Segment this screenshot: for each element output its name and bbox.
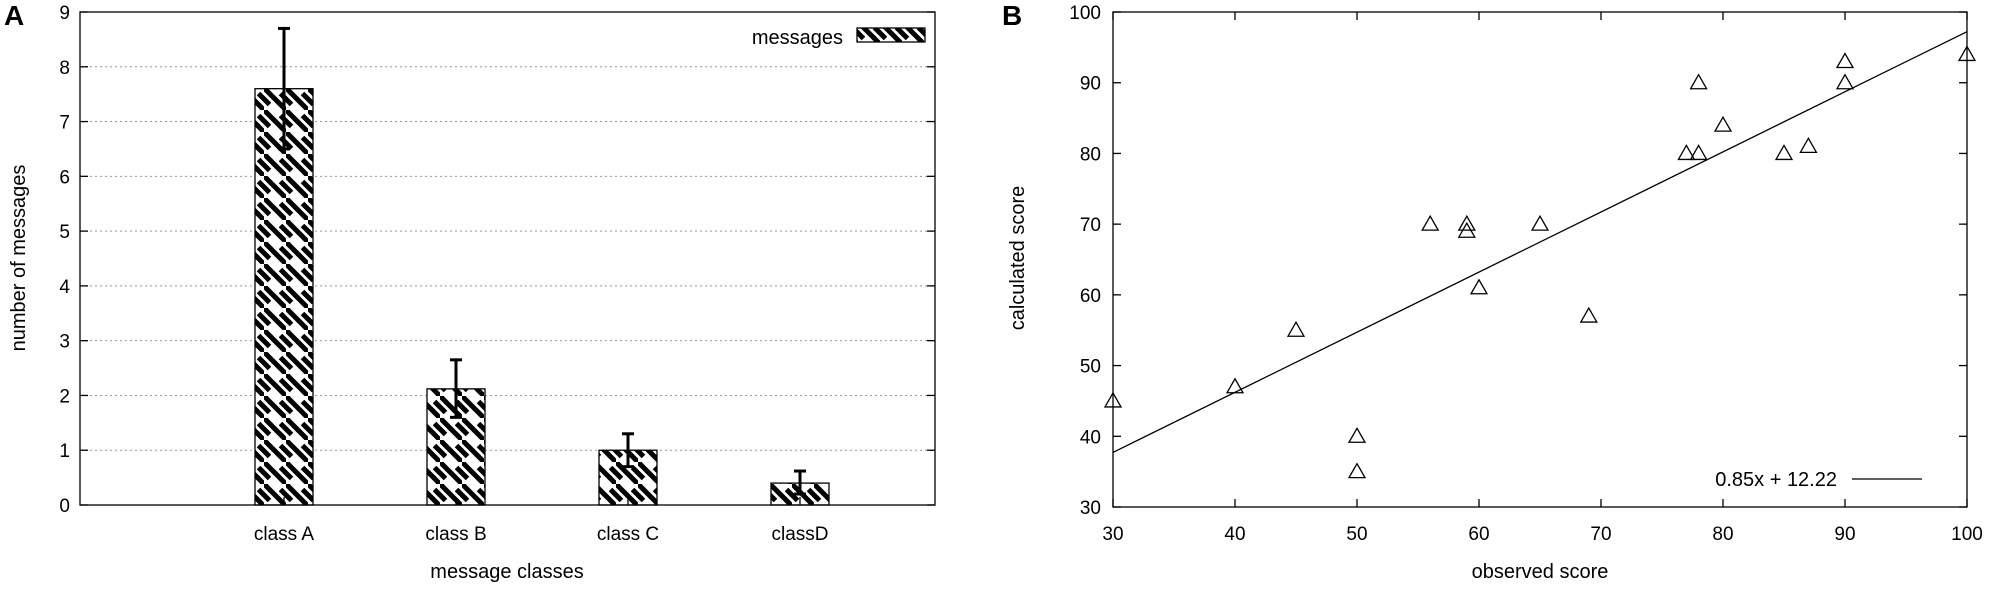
x-tick-label: 50 xyxy=(1346,524,1367,545)
scatter-point xyxy=(1689,144,1708,161)
plot-frame xyxy=(1112,11,1968,508)
y-tick-label: 7 xyxy=(59,113,70,134)
y-tick-label: 2 xyxy=(59,386,70,407)
bars xyxy=(254,88,830,506)
fit-line-path xyxy=(1112,31,1968,453)
x-tick-label: class B xyxy=(425,524,486,545)
y-tick-label: 5 xyxy=(59,222,70,243)
y-tick-label: 8 xyxy=(59,58,70,79)
fit-line-legend-label: 0.85x + 12.22 xyxy=(1715,469,1837,491)
grid-lines xyxy=(80,66,935,451)
scatter-point xyxy=(1457,221,1476,238)
y-tick-label: 80 xyxy=(1080,144,1101,165)
bar-chart-panel: A 0 1 2 3 4 5 6 7 8 9 class A class B class C classD… xyxy=(4,0,936,583)
x-tick-label: class A xyxy=(254,524,315,545)
y-tick-label: 70 xyxy=(1080,215,1101,236)
error-bars xyxy=(278,26,806,496)
scatter-point xyxy=(1689,73,1708,90)
data-points xyxy=(1103,45,1977,479)
x-tick-label: 100 xyxy=(1951,524,1983,545)
y-tick-labels: 30 40 50 60 70 80 90 100 xyxy=(1069,3,1967,519)
y-tick-label: 50 xyxy=(1080,357,1101,378)
x-tick-label: 30 xyxy=(1102,524,1123,545)
x-tick-label: classD xyxy=(771,524,828,545)
x-tick-label: 70 xyxy=(1590,524,1611,545)
scatter-point xyxy=(1579,306,1598,323)
fit-line xyxy=(1112,31,1968,453)
scatter-point xyxy=(1469,278,1489,295)
panel-letter-a: A xyxy=(4,0,24,31)
y-tick-label: 9 xyxy=(59,3,70,24)
x-tick-label: class C xyxy=(597,524,659,545)
y-axis-label: calculated score xyxy=(1007,186,1029,331)
y-tick-label: 6 xyxy=(59,167,70,188)
y-tick-labels: 0 1 2 3 4 5 6 7 8 9 xyxy=(59,3,935,517)
scatter-point xyxy=(1457,214,1476,231)
y-tick-label: 100 xyxy=(1069,3,1101,24)
y-tick-label: 40 xyxy=(1080,427,1101,448)
x-axis-label: observed score xyxy=(1472,561,1609,583)
legend: messages xyxy=(752,27,926,49)
x-tick-labels: 30 40 50 60 70 80 90 100 xyxy=(1102,12,1983,545)
panel-letter-b: B xyxy=(1002,0,1022,31)
x-tick-label: 60 xyxy=(1468,524,1489,545)
y-tick-label: 90 xyxy=(1080,74,1101,95)
scatter-point xyxy=(1835,73,1855,90)
scatter-point xyxy=(1421,214,1440,231)
scatter-point xyxy=(1347,462,1367,479)
y-tick-label: 30 xyxy=(1080,498,1101,519)
legend-swatch xyxy=(856,27,926,43)
legend: 0.85x + 12.22 xyxy=(1715,469,1922,491)
x-axis-label: message classes xyxy=(430,561,583,583)
scatter-chart-panel: B 30 40 50 60 70 80 90 100 30 40 50 60 70 80 90 100 ob… xyxy=(1002,0,1983,583)
y-tick-label: 60 xyxy=(1080,286,1101,307)
scatter-point xyxy=(1713,115,1733,132)
scatter-point xyxy=(1799,137,1818,154)
bar xyxy=(254,88,314,506)
plot-frame xyxy=(79,11,936,506)
scatter-point xyxy=(1225,377,1245,394)
y-tick-label: 0 xyxy=(59,496,70,517)
legend-label: messages xyxy=(752,27,843,49)
x-tick-labels: class A class B class C classD xyxy=(254,497,829,545)
scatter-point xyxy=(1530,214,1550,231)
x-tick-label: 40 xyxy=(1224,524,1245,545)
scatter-point xyxy=(1774,144,1794,161)
x-tick-label: 80 xyxy=(1712,524,1733,545)
x-tick-label: 90 xyxy=(1834,524,1855,545)
scatter-point xyxy=(1347,426,1367,443)
scatter-point xyxy=(1286,320,1306,337)
scatter-point xyxy=(1677,144,1696,161)
scatter-point xyxy=(1835,52,1855,69)
y-axis-label: number of messages xyxy=(8,165,30,352)
y-tick-label: 3 xyxy=(59,332,70,353)
y-tick-label: 4 xyxy=(59,277,70,298)
y-tick-label: 1 xyxy=(59,441,70,462)
